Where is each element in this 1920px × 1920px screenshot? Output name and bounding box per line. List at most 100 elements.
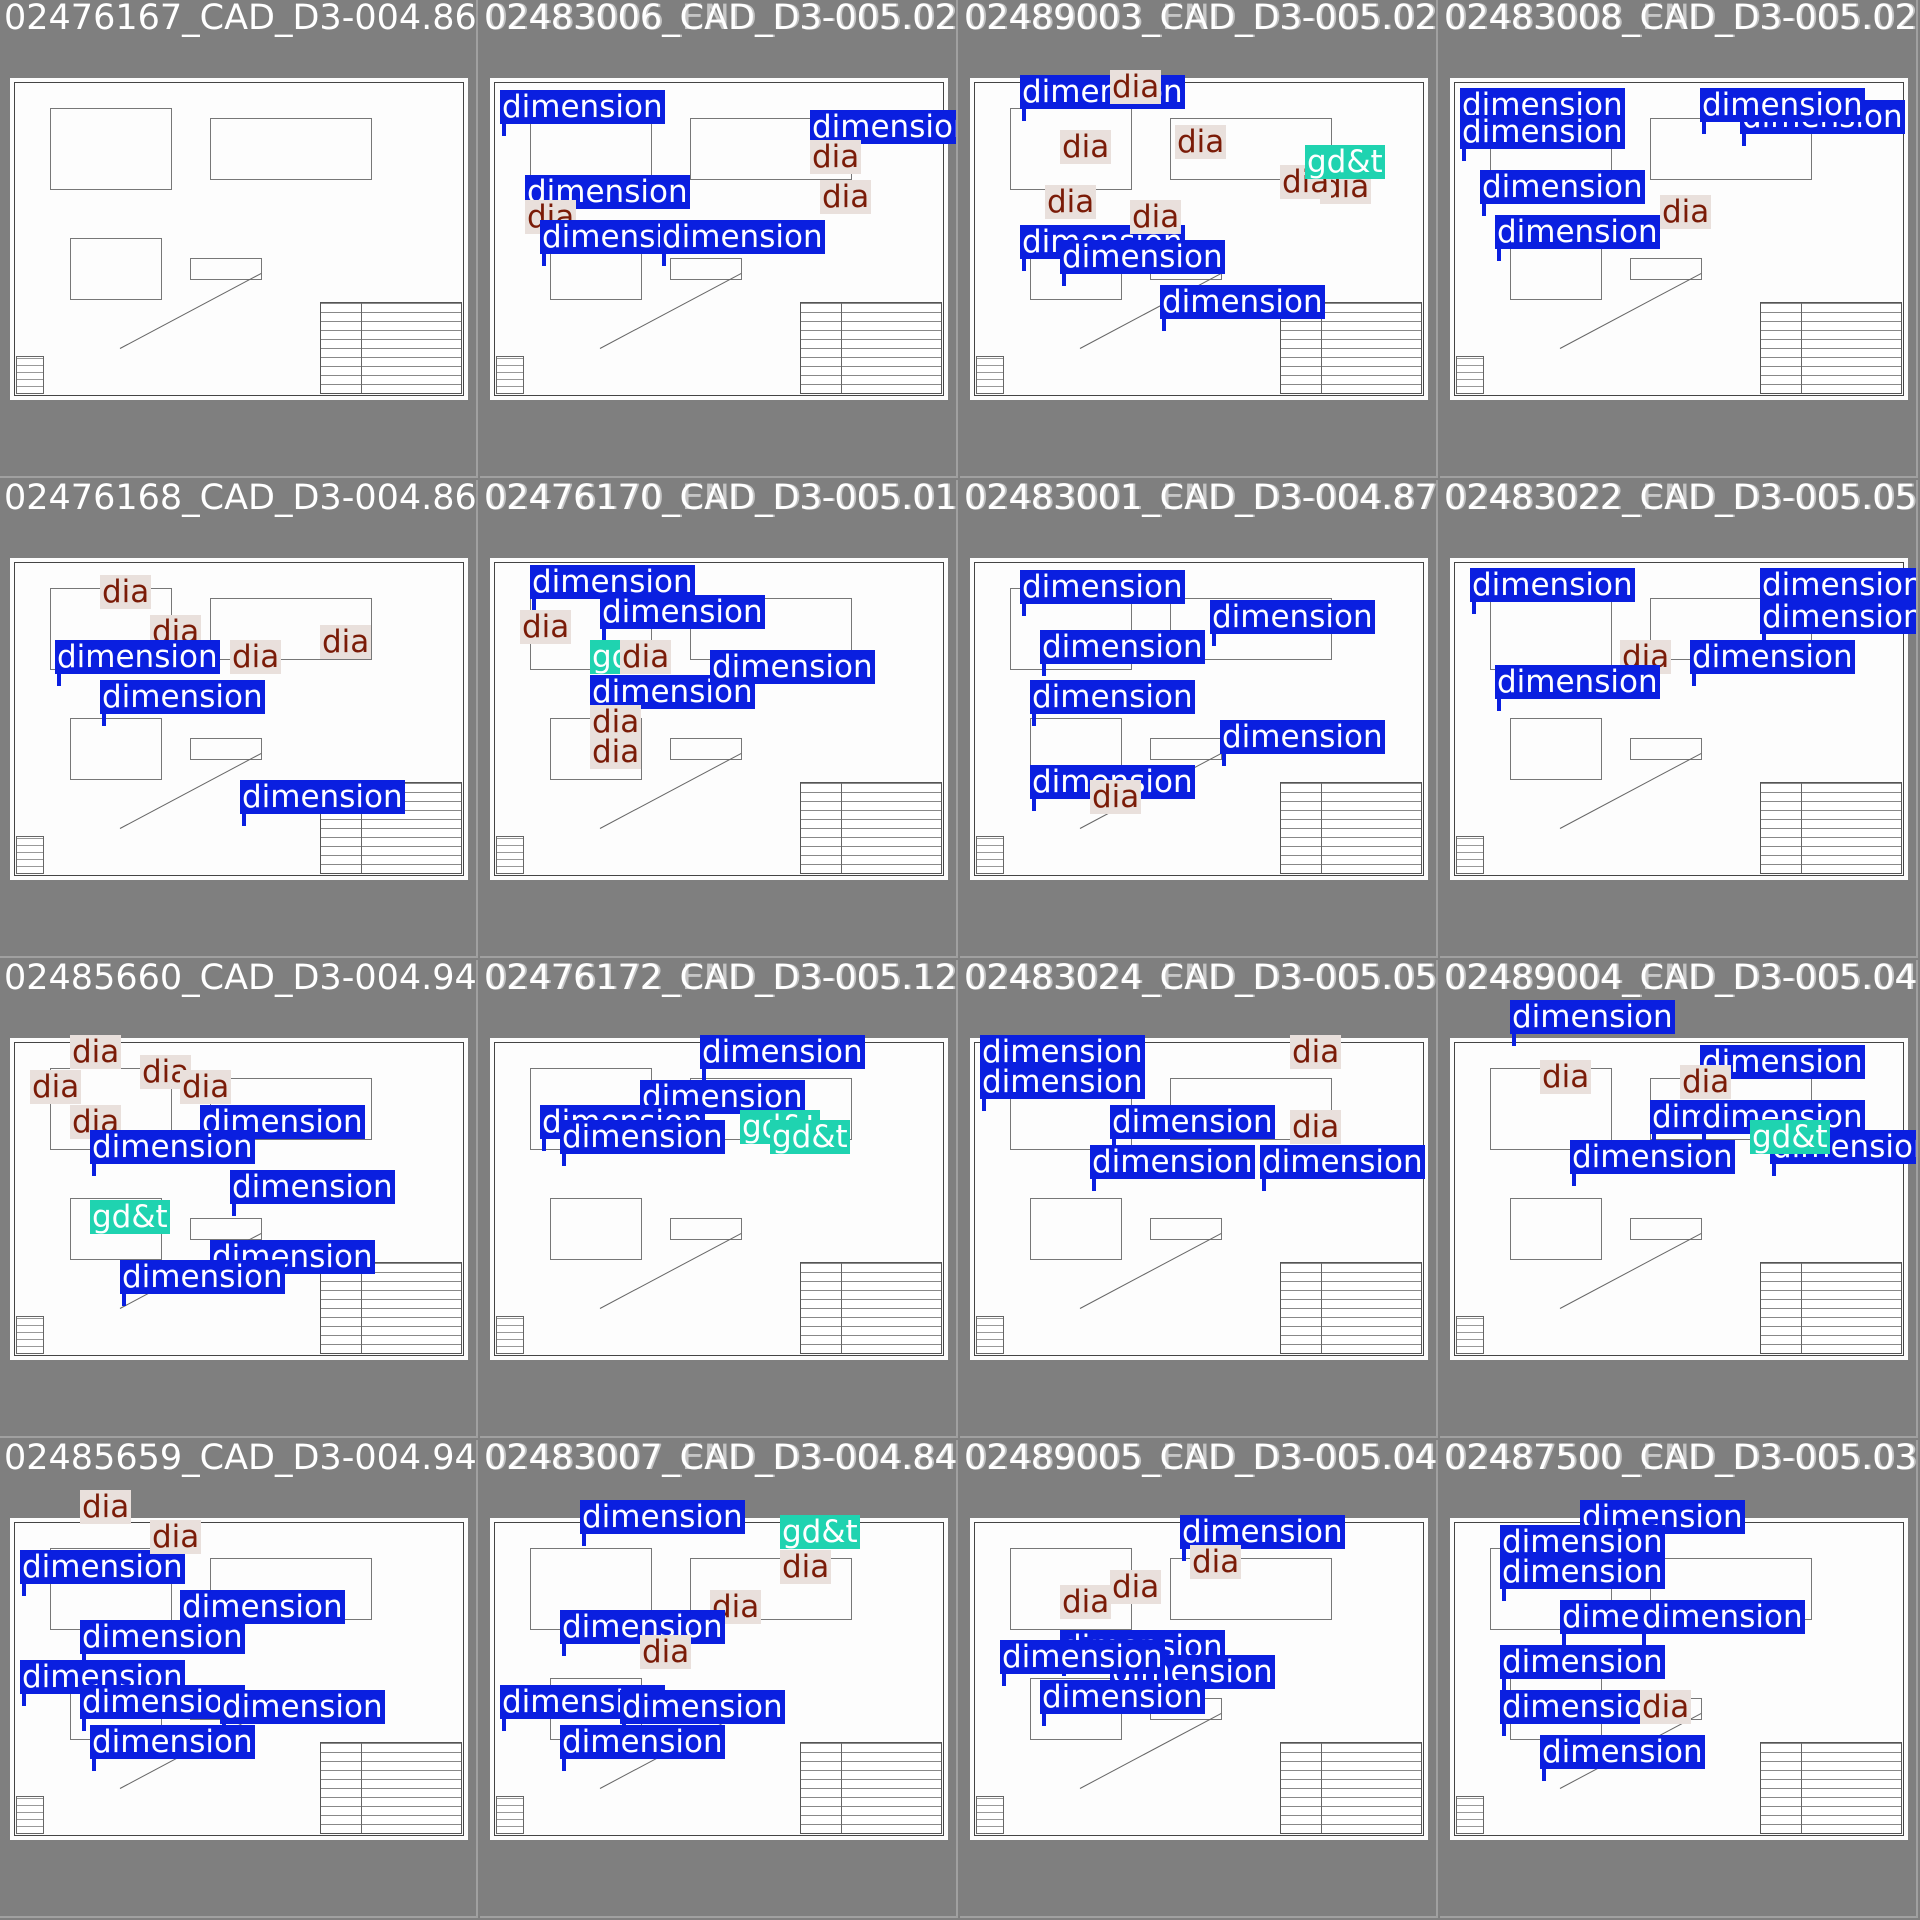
detection-box-edge [1772,1164,1776,1176]
dimension-label: dimension [660,219,825,255]
dimension-label: dimension [200,1104,365,1140]
dimension-label: dimension [1495,664,1660,700]
dia-label: dia [520,609,572,645]
drawing-frame [974,82,1424,396]
thumbnail-tile[interactable]: 02483001_END_D3-004.873 02483001_CAD_D3-0… [960,480,1438,958]
drawing-frame [974,562,1424,876]
detection-box-edge [502,124,506,136]
revision-table [496,1316,524,1354]
detection-box-edge [702,1069,706,1081]
tile-title: 02487500_CAD_D3-005.036 [1444,1440,1918,1478]
thumbnail-tile[interactable]: 02483024_END_D3-005.054 02483024_CAD_D3-0… [960,960,1438,1438]
dimension-label: dimension [100,679,265,715]
cad-drawing-sheet [970,558,1428,880]
dimension-label: dimension [525,174,690,210]
dia-label: dia [1130,199,1182,235]
dia-label: dia [1045,184,1097,220]
dimension-label: dimension [500,89,665,125]
detection-box-edge [562,1154,566,1166]
title-block [800,1742,942,1834]
part-outline [670,1218,742,1240]
dimension-label: dimension [560,1724,725,1760]
part-outline [70,238,162,300]
title-block [1760,302,1902,394]
dia-label: dia [1190,1544,1242,1580]
part-outline [1510,718,1602,780]
detection-box-edge [542,1139,546,1151]
detection-box-edge [57,674,61,686]
detection-box-edge [1062,274,1066,286]
dimension-label: dimension [700,1034,865,1070]
thumbnail-tile[interactable]: 02483007_END_D3-004.843 02483007_CAD_D3-0… [480,1440,958,1918]
dimension-label: dimension [90,1129,255,1165]
title-block [320,302,462,394]
dia-label: dia [1060,129,1112,165]
detection-box-edge [1562,1634,1566,1646]
part-outline [690,1558,852,1620]
tile-title: 02483006_CAD_D3-005.028 [484,0,958,38]
tile-title-overlap: 02487500_END_D3-005.036 [1446,1440,1918,1478]
drawing-frame [14,82,464,396]
thumbnail-tile[interactable]: 02487500_END_D3-005.036 02487500_CAD_D3-0… [1440,1440,1918,1918]
detection-box-edge [1472,602,1476,614]
revision-table [976,836,1004,874]
detection-box-edge [1572,1174,1576,1186]
thumbnail-tile[interactable]: 02483022_END_D3-005.053 02483022_CAD_D3-0… [1440,480,1918,958]
part-outline [50,108,172,190]
dia-label: dia [70,1034,122,1070]
revision-table [496,356,524,394]
revision-table [1456,836,1484,874]
drawing-frame [14,1042,464,1356]
dimension-label: dimension [1480,169,1645,205]
dia-label: dia [150,1519,202,1555]
dia-label: dia [780,1549,832,1585]
dimension-label: dimension [55,639,220,675]
title-block [320,1262,462,1354]
dia-label: dia [230,639,282,675]
thumbnail-tile[interactable]: 02476168_CAD_D3-004.861 dia dia dia dia dimen… [0,480,478,958]
detection-box-edge [1482,204,1486,216]
detection-box-edge [1042,664,1046,676]
dimension-label: dimension [1110,1104,1275,1140]
dimension-label: dimension [1060,239,1225,275]
revision-table [1456,1796,1484,1834]
dia-label: dia [1640,1689,1692,1725]
title-block [1760,1742,1902,1834]
gdt-label: gd&t [780,1514,860,1550]
dimension-label: dimension [1770,1130,1916,1164]
tile-title: 02483008_CAD_D3-005.029 [1444,0,1918,38]
detection-box-edge [102,714,106,726]
dimension-label: dimension [1510,999,1675,1035]
thumbnail-tile[interactable]: 02476167_CAD_D3-004.860 [0,0,478,478]
title-block [1280,1262,1422,1354]
dimension-label: dimension [1470,567,1635,603]
thumbnail-tile[interactable]: 02489005_END_D3-005.045 02489005_CAD_D3-0… [960,1440,1438,1918]
thumbnail-tile[interactable]: 02476172_END_D3-005.124 02476172_CAD_D3-0… [480,960,958,1438]
part-outline [1510,1198,1602,1260]
thumbnail-tile[interactable]: 02489003_END_D3-005.026 02489003_CAD_D3-0… [960,0,1438,478]
thumbnail-tile[interactable]: 02476170_END_D3-005.013 02476170_CAD_D3-0… [480,480,958,958]
thumbnail-tile[interactable]: 02485660_CAD_D3-004.947 dia dia dia dia dia di… [0,960,478,1438]
thumbnail-tile[interactable]: 02485659_CAD_D3-004.949 dia dimension dia di… [0,1440,478,1918]
dimension-label: dimension [240,779,405,815]
title-block [320,1742,462,1834]
thumbnail-tile[interactable]: 02489004_END_D3-005.04 02489004_CAD_D3-00… [1440,960,1918,1438]
thumbnail-tile[interactable]: 02483006_END_D3-005.028 02483006_CAD_D3-0… [480,0,958,478]
dimension-label: dimension [1220,719,1385,755]
revision-table [496,836,524,874]
detection-box-edge [562,1759,566,1771]
part-outline [1170,1558,1332,1620]
dimension-label: dimension [1030,679,1195,715]
detection-box-edge [532,599,536,611]
gdt-label: gd&t [90,1199,170,1235]
detection-box-edge [602,629,606,641]
dia-label: dia [590,704,642,740]
drawing-frame [494,82,944,396]
tile-title-overlap: 02483001_END_D3-004.873 [966,480,1438,518]
revision-table [1456,356,1484,394]
tile-title: 02483001_CAD_D3-004.873 [964,480,1438,518]
dia-label: dia [1290,1034,1342,1070]
detection-box-edge [22,1694,26,1706]
thumbnail-tile[interactable]: 02483008_END_D3-005.029 02483008_CAD_D3-0… [1440,0,1918,478]
revision-table [1456,1316,1484,1354]
